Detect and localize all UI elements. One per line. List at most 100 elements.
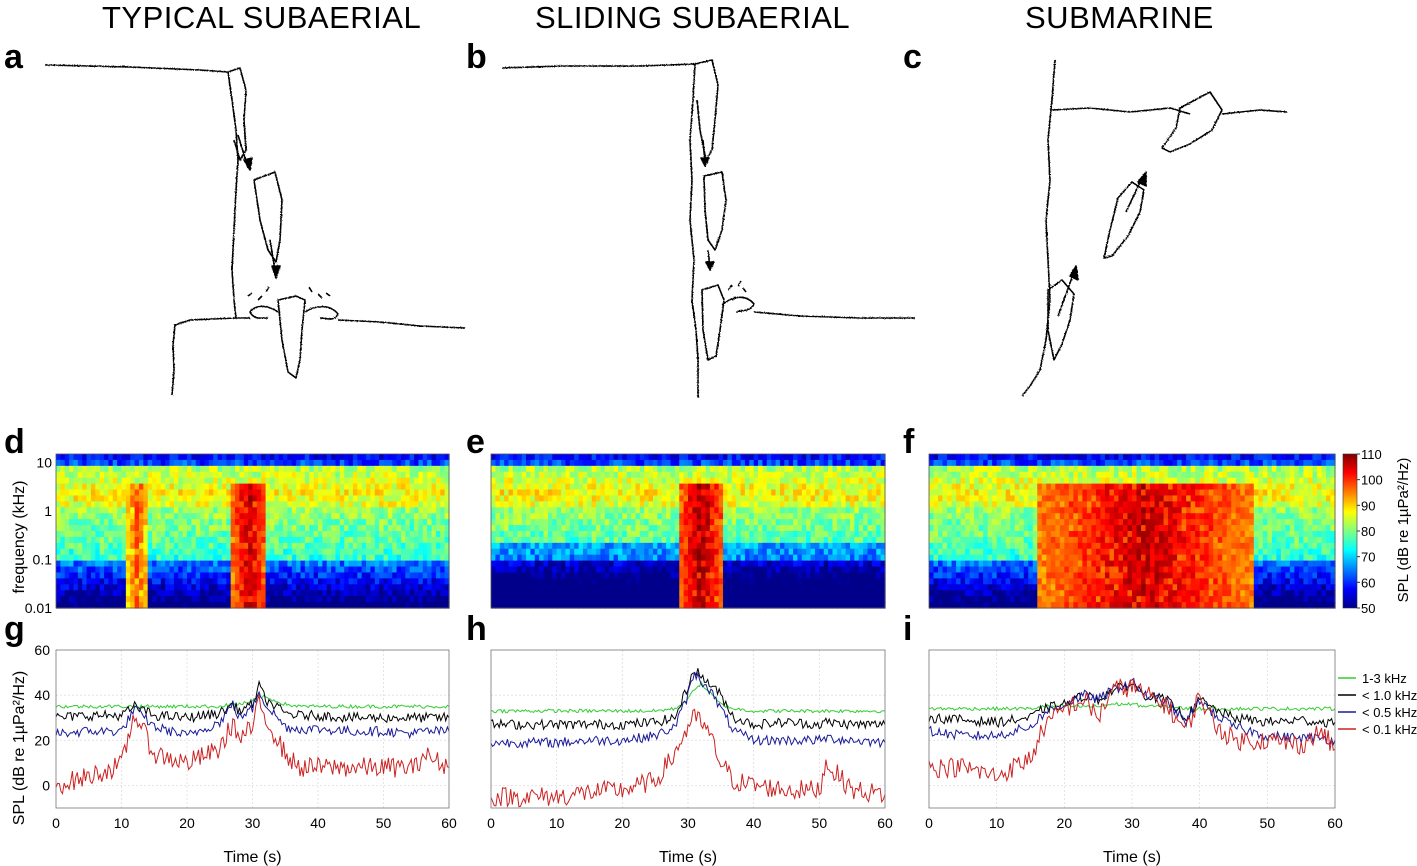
spectrogram-cell: [326, 483, 332, 491]
spectrogram-cell: [600, 531, 606, 538]
spectrogram-cell: [644, 525, 650, 532]
spectrogram-cell: [543, 560, 549, 568]
spectrogram-cell: [609, 501, 615, 508]
spectrogram-cell: [1113, 465, 1120, 473]
spectrogram-cell: [960, 459, 966, 467]
spectrogram-cell: [370, 483, 376, 491]
spectrogram-cell: [867, 519, 873, 526]
spectrogram-cell: [187, 590, 192, 597]
spectrogram-cell: [758, 459, 764, 467]
spectrogram-cell: [147, 596, 153, 603]
spectrogram-cell: [758, 572, 764, 579]
spectrogram-cell: [749, 465, 755, 473]
spectrogram-cell: [1222, 465, 1228, 473]
spectrogram-cell: [810, 542, 816, 550]
spectrogram-cell: [574, 477, 580, 485]
spectrogram-cell: [692, 584, 698, 591]
spectrogram-cell: [108, 602, 114, 609]
spectrogram-cell: [379, 501, 385, 508]
spectrogram-cell: [784, 572, 790, 579]
spectrogram-cell: [182, 578, 188, 585]
spectrogram-cell: [130, 454, 136, 461]
spectrogram-cell: [491, 554, 496, 562]
spectrogram-cell: [261, 465, 267, 473]
spectrogram-cell: [779, 542, 785, 550]
spectrogram-cell: [648, 519, 654, 526]
spectrogram-cell: [99, 560, 105, 568]
spectrogram-cell: [160, 531, 166, 538]
spectrogram-cell: [626, 536, 632, 544]
spectrogram-cell: [431, 560, 437, 568]
spectrogram-cell: [539, 489, 545, 497]
spectrogram-cell: [248, 596, 254, 603]
spectrogram-cell: [622, 459, 628, 467]
spectrogram-cell: [753, 501, 759, 508]
spectrogram-cell: [561, 554, 567, 562]
spectrogram-cell: [832, 471, 838, 479]
spectrogram-cell: [243, 578, 249, 585]
spectrogram-cell: [819, 572, 825, 579]
spectrogram-cell: [600, 483, 606, 491]
spectrogram-cell: [125, 489, 131, 497]
spectrogram-cell: [521, 590, 527, 597]
spectrogram-cell: [753, 495, 759, 502]
spectrogram-cell: [230, 531, 236, 538]
spectrogram-cell: [696, 596, 702, 603]
spectrogram-cell: [574, 578, 580, 585]
spectrogram-cell: [121, 548, 127, 556]
spectrogram-cell: [499, 554, 505, 562]
spectrogram-cell: [130, 548, 136, 556]
spectrogram-cell: [348, 590, 354, 597]
spectrogram-cell: [326, 465, 332, 473]
spectrogram-cell: [400, 525, 406, 532]
spectrogram-cell: [512, 578, 518, 585]
spectrogram-cell: [569, 454, 575, 461]
spectrogram-cell: [652, 489, 658, 497]
spectrogram-cell: [348, 536, 354, 544]
spectrogram-cell: [705, 459, 711, 467]
spectrogram-cell: [104, 513, 109, 520]
spectrogram-cell: [841, 566, 847, 574]
spectrogram-cell: [239, 578, 245, 585]
spectrogram-cell: [427, 566, 433, 574]
spectrogram-cell: [64, 454, 70, 461]
spectrogram-cell: [165, 483, 171, 491]
spectrogram-cell: [431, 536, 437, 544]
spectrogram-cell: [828, 483, 834, 491]
spectrogram-cell: [871, 519, 877, 526]
spectrogram-cell: [758, 513, 764, 520]
spectrogram-cell: [418, 566, 424, 574]
spectrogram-cell: [165, 454, 171, 461]
spectrogram-cell: [309, 578, 315, 585]
spectrogram-cell: [335, 542, 341, 550]
spectrogram-cell: [880, 596, 886, 603]
spectrogram-cell: [287, 590, 293, 597]
spectrogram-cell: [644, 554, 650, 562]
spectrogram-cell: [657, 495, 663, 502]
spectrogram-cell: [326, 560, 332, 568]
spectrogram-cell: [313, 454, 319, 461]
spectrogram-cell: [405, 501, 411, 508]
spectrogram-cell: [674, 477, 680, 485]
spectrogram-cell: [239, 542, 245, 550]
spectrogram-cell: [1294, 454, 1300, 461]
spectrogram-cell: [749, 501, 755, 508]
spectrogram-cell: [56, 519, 61, 526]
spectrogram-cell: [996, 459, 1002, 467]
spectrogram-cell: [405, 596, 411, 603]
spectrogram-cell: [431, 513, 437, 520]
spectrogram-cell: [95, 548, 101, 556]
spectrogram-cell: [370, 566, 376, 574]
spectrogram-cell: [499, 519, 505, 526]
spectrogram-cell: [574, 525, 580, 532]
spectrogram-cell: [771, 542, 777, 550]
spectrogram-cell: [591, 602, 597, 609]
spectrogram-cell: [235, 596, 240, 603]
spectrogram-cell: [797, 572, 803, 579]
spectrogram-cell: [235, 584, 240, 591]
spectrogram-cell: [204, 495, 210, 502]
spectrogram-cell: [274, 483, 280, 491]
spectrogram-cell: [639, 536, 645, 544]
spectrogram-cell: [495, 554, 501, 562]
spectrogram-cell: [56, 602, 61, 609]
